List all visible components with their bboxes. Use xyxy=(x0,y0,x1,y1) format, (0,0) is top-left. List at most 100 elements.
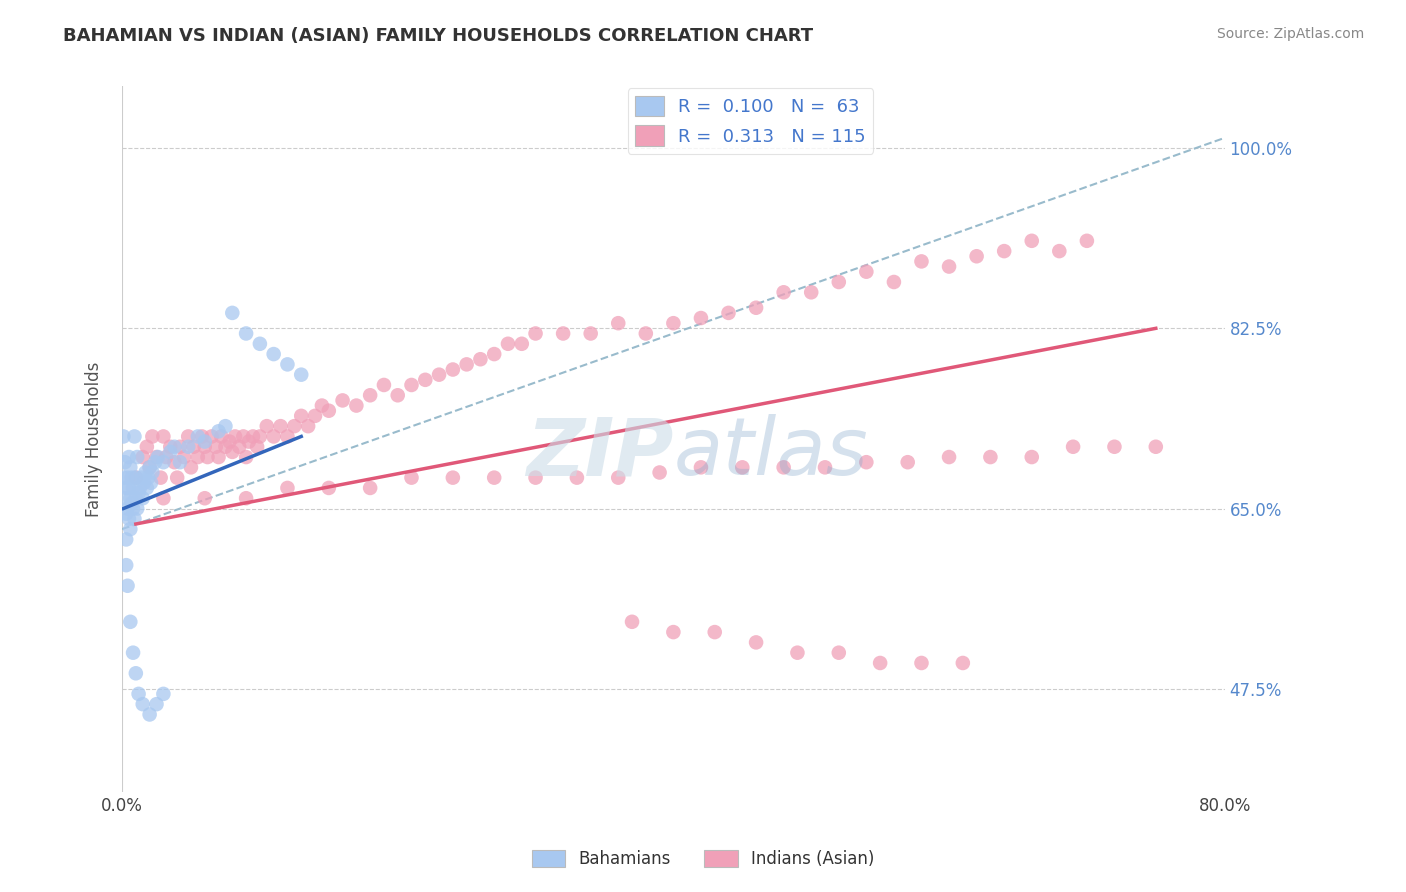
Point xyxy=(169,455,191,469)
Point xyxy=(207,425,229,439)
Point xyxy=(745,635,768,649)
Point xyxy=(145,697,167,711)
Point xyxy=(159,445,181,459)
Point xyxy=(401,378,423,392)
Point xyxy=(496,336,519,351)
Point xyxy=(456,357,478,371)
Point xyxy=(214,419,236,434)
Point xyxy=(565,470,588,484)
Point xyxy=(169,440,191,454)
Point xyxy=(283,419,305,434)
Point xyxy=(132,475,155,490)
Point xyxy=(221,306,243,320)
Point xyxy=(482,470,505,484)
Point xyxy=(122,501,145,516)
Point xyxy=(427,368,450,382)
Point xyxy=(938,260,960,274)
Point xyxy=(993,244,1015,259)
Point xyxy=(731,460,754,475)
Point xyxy=(772,285,794,300)
Point xyxy=(910,656,932,670)
Point xyxy=(276,429,298,443)
Point xyxy=(290,368,312,382)
Point xyxy=(117,470,139,484)
Point xyxy=(136,470,159,484)
Point xyxy=(263,429,285,443)
Point xyxy=(270,419,292,434)
Point xyxy=(373,378,395,392)
Point xyxy=(883,275,905,289)
Point xyxy=(118,481,141,495)
Point xyxy=(482,347,505,361)
Point xyxy=(177,429,200,443)
Point xyxy=(155,450,177,464)
Point xyxy=(607,470,630,484)
Point xyxy=(159,440,181,454)
Point xyxy=(125,470,148,484)
Point xyxy=(166,470,188,484)
Point xyxy=(235,491,257,506)
Point xyxy=(132,491,155,506)
Point xyxy=(249,336,271,351)
Point xyxy=(115,481,138,495)
Point xyxy=(132,450,155,464)
Point xyxy=(814,460,837,475)
Point xyxy=(524,326,547,341)
Point xyxy=(441,362,464,376)
Point xyxy=(114,455,136,469)
Point xyxy=(952,656,974,670)
Point xyxy=(152,491,174,506)
Point xyxy=(344,399,367,413)
Point xyxy=(112,470,135,484)
Point xyxy=(579,326,602,341)
Point xyxy=(470,352,492,367)
Point xyxy=(207,450,229,464)
Point xyxy=(139,475,162,490)
Point xyxy=(246,440,269,454)
Point xyxy=(263,347,285,361)
Point xyxy=(228,440,250,454)
Point xyxy=(125,491,148,506)
Point xyxy=(1062,440,1084,454)
Y-axis label: Family Households: Family Households xyxy=(86,361,103,516)
Point xyxy=(979,450,1001,464)
Point xyxy=(125,470,148,484)
Point xyxy=(122,481,145,495)
Point xyxy=(662,316,685,330)
Point xyxy=(163,440,186,454)
Point xyxy=(897,455,920,469)
Point xyxy=(290,409,312,423)
Point xyxy=(121,496,143,510)
Point xyxy=(800,285,823,300)
Point xyxy=(869,656,891,670)
Point xyxy=(1021,234,1043,248)
Point xyxy=(855,265,877,279)
Point xyxy=(131,470,153,484)
Point xyxy=(662,625,685,640)
Point xyxy=(124,512,146,526)
Point xyxy=(120,491,142,506)
Point xyxy=(127,450,149,464)
Point xyxy=(114,491,136,506)
Point xyxy=(311,399,333,413)
Point xyxy=(318,481,340,495)
Point xyxy=(938,450,960,464)
Point xyxy=(118,450,141,464)
Point xyxy=(634,326,657,341)
Point xyxy=(180,460,202,475)
Legend: Bahamians, Indians (Asian): Bahamians, Indians (Asian) xyxy=(524,843,882,875)
Text: Source: ZipAtlas.com: Source: ZipAtlas.com xyxy=(1216,27,1364,41)
Point xyxy=(772,460,794,475)
Point xyxy=(318,403,340,417)
Point xyxy=(152,455,174,469)
Point xyxy=(138,460,160,475)
Point xyxy=(242,429,264,443)
Point xyxy=(132,697,155,711)
Point xyxy=(828,646,851,660)
Point xyxy=(118,512,141,526)
Point xyxy=(690,311,713,326)
Point xyxy=(238,434,260,449)
Point xyxy=(1144,440,1167,454)
Point xyxy=(224,429,246,443)
Point xyxy=(173,450,195,464)
